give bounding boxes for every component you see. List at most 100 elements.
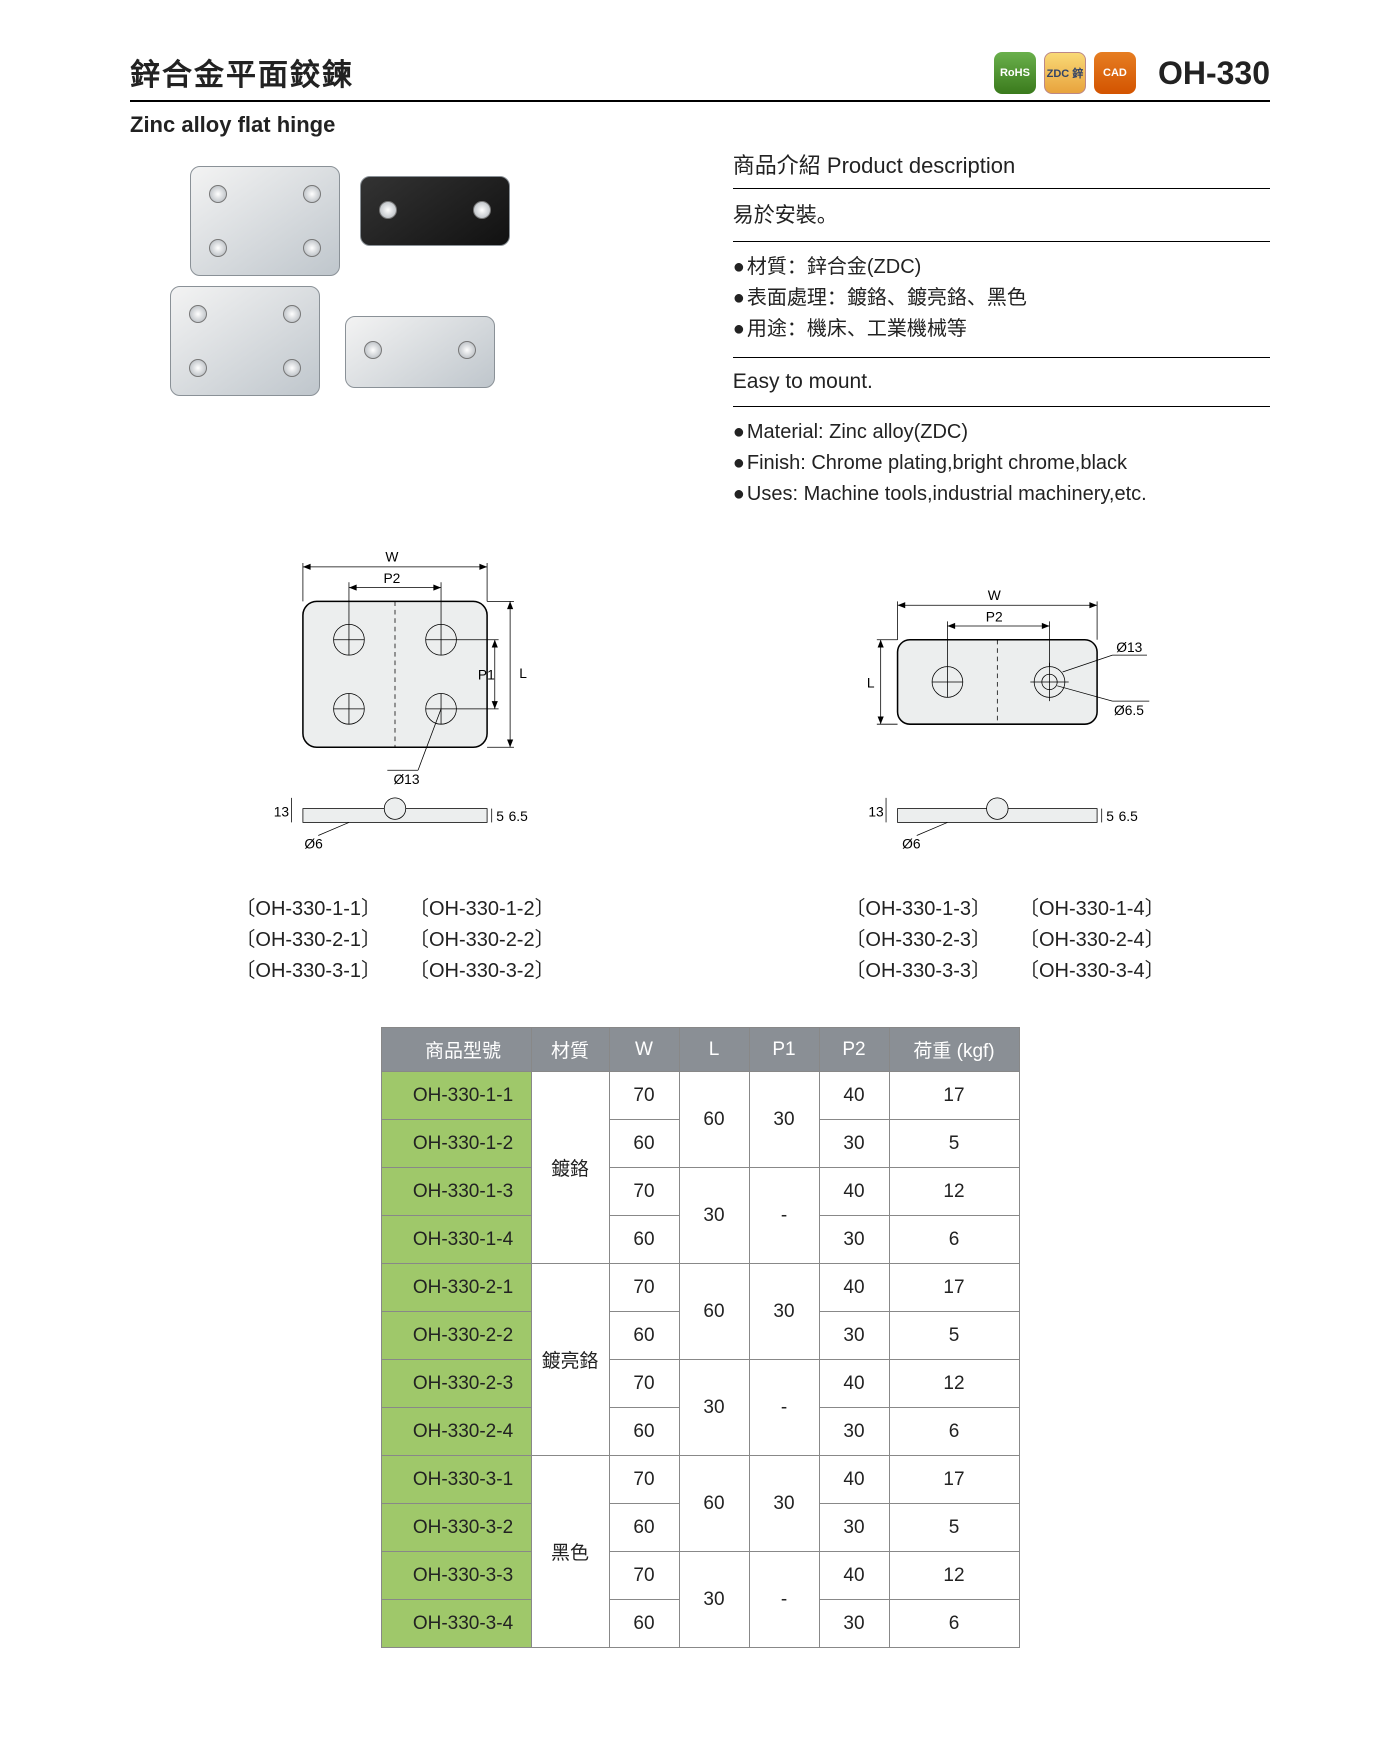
- cell-material: 黑色: [531, 1456, 609, 1648]
- th-p2: P2: [819, 1028, 889, 1072]
- rohs-badge-icon: RoHS: [994, 52, 1036, 94]
- table-row: OH-330-2-1鍍亮鉻7060304017: [381, 1264, 1019, 1312]
- cad-badge-icon: CAD: [1094, 52, 1136, 94]
- svg-text:W: W: [988, 587, 1001, 603]
- cell-model: OH-330-2-4: [381, 1408, 531, 1456]
- cell-l: 60: [679, 1072, 749, 1168]
- cell-model: OH-330-2-3: [381, 1360, 531, 1408]
- table-row: OH-330-2-37030-4012: [381, 1360, 1019, 1408]
- cell-load: 12: [889, 1552, 1019, 1600]
- cell-p2: 30: [819, 1216, 889, 1264]
- svg-text:Ø13: Ø13: [1116, 639, 1142, 655]
- cell-load: 12: [889, 1360, 1019, 1408]
- title-zh: 鋅合金平面鉸鍊: [130, 50, 354, 94]
- product-photo-area: [130, 144, 723, 510]
- header-right: RoHS ZDC 鋅 CAD OH-330: [994, 52, 1270, 94]
- svg-text:P2: P2: [383, 570, 400, 586]
- cell-model: OH-330-3-4: [381, 1600, 531, 1648]
- model-r-3: 〔OH-330-1-4〕: [1019, 894, 1165, 925]
- bullet-en-2: Uses: Machine tools,industrial machinery…: [733, 479, 1270, 510]
- bullets-en: Material: Zinc alloy(ZDC) Finish: Chrome…: [733, 407, 1270, 510]
- cell-load: 6: [889, 1408, 1019, 1456]
- cell-model: OH-330-2-1: [381, 1264, 531, 1312]
- svg-text:L: L: [519, 665, 527, 681]
- cell-p2: 40: [819, 1552, 889, 1600]
- cell-load: 6: [889, 1216, 1019, 1264]
- svg-text:P2: P2: [986, 608, 1003, 624]
- cell-w: 60: [609, 1408, 679, 1456]
- svg-text:W: W: [385, 548, 398, 564]
- cell-w: 70: [609, 1168, 679, 1216]
- cell-w: 70: [609, 1552, 679, 1600]
- cell-p2: 40: [819, 1456, 889, 1504]
- bullets-zh: 材質：鋅合金(ZDC) 表面處理：鍍鉻、鍍亮鉻、黑色 用途：機床、工業機械等: [733, 242, 1270, 358]
- description-area: 商品介紹 Product description 易於安裝。 材質：鋅合金(ZD…: [723, 144, 1270, 510]
- svg-text:5: 5: [1106, 808, 1114, 824]
- th-material: 材質: [531, 1028, 609, 1072]
- diagram-right-svg: W P2 L Ø13 Ø6.5 13 Ø6 5 6.5: [825, 540, 1185, 870]
- diagram-row: W P2 L P1 Ø13 13 Ø6 5 6.5: [130, 540, 1270, 987]
- model-l-0: 〔OH-330-1-1〕: [235, 894, 381, 925]
- cell-model: OH-330-3-3: [381, 1552, 531, 1600]
- diagram-right: W P2 L Ø13 Ø6.5 13 Ø6 5 6.5: [740, 540, 1270, 987]
- cell-p2: 40: [819, 1072, 889, 1120]
- bullet-zh-0: 材質：鋅合金(ZDC): [733, 252, 1270, 283]
- product-photo-icon: [170, 156, 530, 396]
- bullet-zh-2: 用途：機床、工業機械等: [733, 314, 1270, 345]
- model-r-4: 〔OH-330-2-4〕: [1019, 925, 1165, 956]
- spec-table: 商品型號 材質 W L P1 P2 荷重 (kgf) OH-330-1-1鍍鉻7…: [381, 1027, 1020, 1648]
- svg-text:Ø6: Ø6: [304, 836, 323, 852]
- cell-p1: 30: [749, 1264, 819, 1360]
- model-list-right: 〔OH-330-1-3〕 〔OH-330-2-3〕 〔OH-330-3-3〕 〔…: [845, 894, 1164, 987]
- cell-l: 60: [679, 1456, 749, 1552]
- cell-load: 12: [889, 1168, 1019, 1216]
- cell-w: 60: [609, 1312, 679, 1360]
- cell-w: 70: [609, 1456, 679, 1504]
- cell-model: OH-330-1-3: [381, 1168, 531, 1216]
- bullet-zh-1: 表面處理：鍍鉻、鍍亮鉻、黑色: [733, 283, 1270, 314]
- cell-p1: -: [749, 1168, 819, 1264]
- svg-text:L: L: [867, 674, 875, 690]
- desc-sub-zh: 易於安裝。: [733, 189, 1270, 242]
- cell-p2: 30: [819, 1600, 889, 1648]
- model-l-3: 〔OH-330-1-2〕: [409, 894, 555, 925]
- cell-w: 60: [609, 1216, 679, 1264]
- svg-text:5: 5: [496, 808, 504, 824]
- svg-text:6.5: 6.5: [509, 808, 529, 824]
- page-header: 鋅合金平面鉸鍊 RoHS ZDC 鋅 CAD OH-330: [130, 50, 1270, 102]
- cell-p1: -: [749, 1552, 819, 1648]
- th-l: L: [679, 1028, 749, 1072]
- cell-p2: 30: [819, 1120, 889, 1168]
- cell-p2: 30: [819, 1408, 889, 1456]
- cell-p1: 30: [749, 1072, 819, 1168]
- easy-en: Easy to mount.: [733, 358, 1270, 407]
- diagram-left-svg: W P2 L P1 Ø13 13 Ø6 5 6.5: [215, 540, 575, 870]
- model-r-1: 〔OH-330-2-3〕: [845, 925, 991, 956]
- cell-w: 60: [609, 1504, 679, 1552]
- cell-l: 30: [679, 1552, 749, 1648]
- bullet-en-1: Finish: Chrome plating,bright chrome,bla…: [733, 448, 1270, 479]
- model-r-2: 〔OH-330-3-3〕: [845, 956, 991, 987]
- th-load: 荷重 (kgf): [889, 1028, 1019, 1072]
- cell-model: OH-330-1-2: [381, 1120, 531, 1168]
- cell-model: OH-330-1-1: [381, 1072, 531, 1120]
- cell-model: OH-330-3-2: [381, 1504, 531, 1552]
- top-section: 商品介紹 Product description 易於安裝。 材質：鋅合金(ZD…: [130, 144, 1270, 510]
- bullet-en-0: Material: Zinc alloy(ZDC): [733, 417, 1270, 448]
- product-code: OH-330: [1158, 55, 1270, 92]
- cell-load: 5: [889, 1312, 1019, 1360]
- cell-p1: 30: [749, 1456, 819, 1552]
- cell-w: 70: [609, 1360, 679, 1408]
- cell-w: 70: [609, 1072, 679, 1120]
- cell-p2: 40: [819, 1264, 889, 1312]
- cell-p2: 30: [819, 1312, 889, 1360]
- table-row: OH-330-1-1鍍鉻7060304017: [381, 1072, 1019, 1120]
- cell-p1: -: [749, 1360, 819, 1456]
- svg-text:13: 13: [868, 803, 884, 819]
- diagram-left: W P2 L P1 Ø13 13 Ø6 5 6.5: [130, 540, 660, 987]
- cell-w: 70: [609, 1264, 679, 1312]
- cell-load: 17: [889, 1072, 1019, 1120]
- cell-l: 60: [679, 1264, 749, 1360]
- svg-text:Ø6: Ø6: [902, 836, 921, 852]
- svg-text:13: 13: [274, 803, 290, 819]
